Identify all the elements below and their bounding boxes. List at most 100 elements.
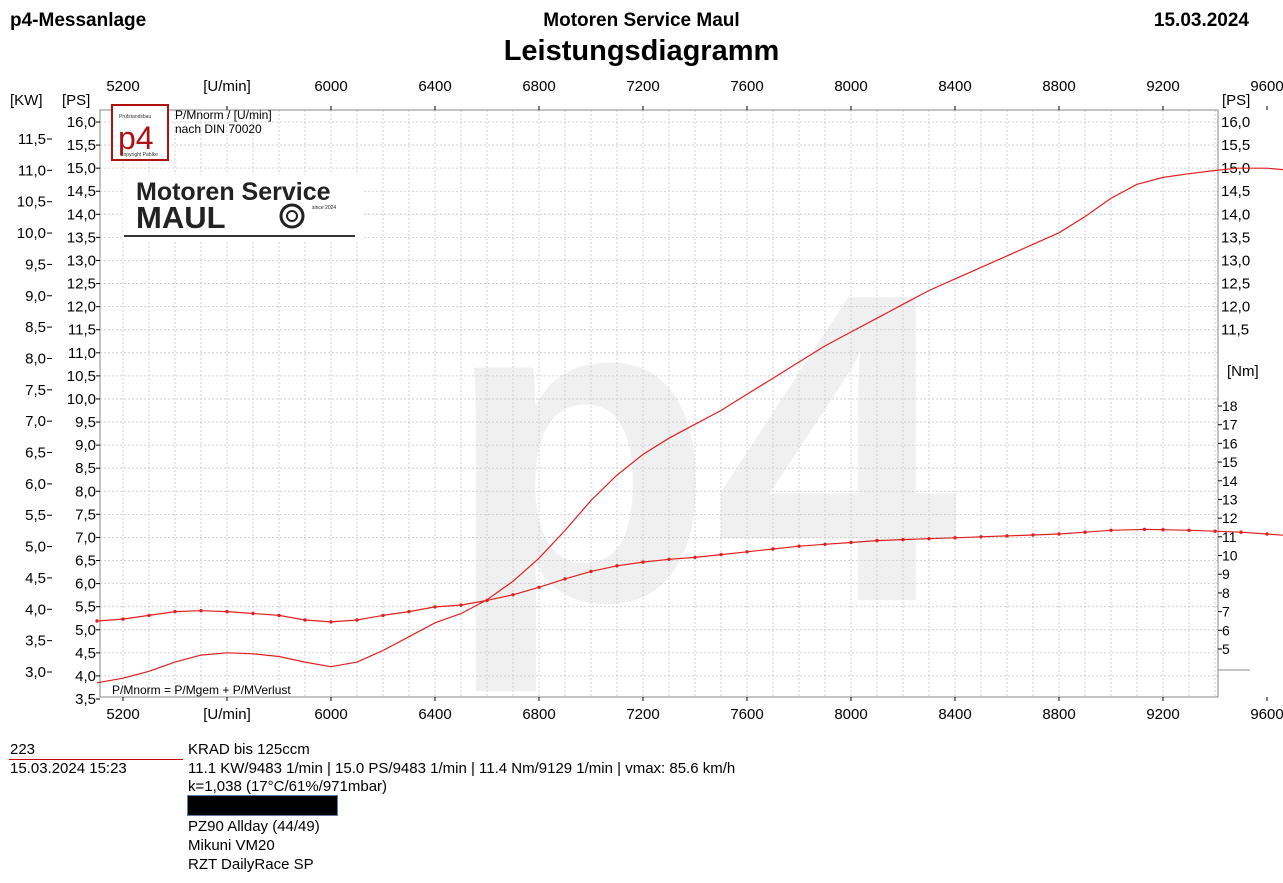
kw-unit-label: [KW]: [10, 92, 43, 109]
torque-point: [381, 613, 385, 618]
torque-point: [485, 598, 489, 603]
ps-tick-label: 4,5: [75, 645, 96, 662]
torque-point: [95, 619, 99, 623]
ps-tick-label: 7,5: [75, 506, 96, 523]
ps-tick-label: 12,0: [67, 299, 96, 316]
torque-point: [849, 540, 853, 545]
nm-tick-label: 12: [1222, 510, 1238, 526]
torque-point: [511, 593, 515, 597]
torque-point: [121, 617, 125, 621]
ps-tick-label: 6,0: [75, 576, 96, 593]
nm-tick-label: 16: [1222, 435, 1238, 451]
x-tick-label-bottom: 6800: [522, 706, 555, 723]
ps-tick-label: 11,0: [68, 345, 96, 362]
x-tick-label-top: 8400: [938, 78, 971, 95]
x-tick-label-top: 9600: [1250, 78, 1283, 95]
ps-tick-label: 15,0: [67, 160, 96, 177]
x-tick-label-bottom: 5200: [106, 706, 139, 723]
nm-tick-label: 5: [1222, 641, 1230, 657]
torque-point: [1187, 528, 1191, 532]
correction-factor: k=1,038 (17°C/61%/971mbar): [188, 778, 388, 795]
torque-point: [719, 552, 723, 557]
legend-note-din: nach DIN 70020: [175, 122, 262, 136]
ps-tick-label: 16,0: [67, 114, 96, 131]
ps-right-tick-label: 15,5: [1221, 137, 1250, 154]
nm-tick-label: 8: [1222, 585, 1230, 601]
torque-point: [407, 609, 411, 614]
ps-tick-label: 5,0: [75, 622, 96, 639]
kw-tick-label: 5,5: [25, 507, 46, 524]
torque-point: [693, 555, 697, 560]
torque-markers: [95, 527, 1269, 624]
torque-point: [641, 560, 645, 564]
kw-tick-label: 11,0: [18, 162, 46, 179]
x-tick-label-top: 7200: [626, 78, 659, 95]
torque-point: [433, 605, 437, 609]
torque-point: [173, 609, 177, 614]
setup-line-2: Mikuni VM20: [188, 837, 275, 854]
torque-point: [771, 547, 775, 551]
nm-tick-label: 10: [1222, 548, 1238, 564]
nm-tick-label: 17: [1222, 417, 1238, 433]
ps-tick-label: 8,0: [75, 483, 96, 500]
redacted-field: [187, 795, 338, 816]
shop-logo: Motoren Service MAUL since 2024: [123, 175, 363, 240]
ps-tick-label: 12,5: [67, 276, 96, 293]
torque-point: [823, 542, 827, 546]
chart-title: Leistungsdiagramm: [503, 35, 780, 67]
nm-tick-label: 13: [1222, 491, 1238, 507]
ps-tick-label: 11,5: [68, 322, 96, 339]
x-tick-label-bottom: 6000: [314, 706, 347, 723]
p4-logo-mark: p4: [118, 120, 154, 156]
x-tick-label-bottom: 9200: [1146, 706, 1179, 723]
kw-tick-label: 9,0: [25, 288, 46, 305]
ps-right-tick-label: 12,0: [1221, 299, 1250, 316]
kw-axis: 3,0 3,5 4,0 4,5 5,0 5,5 6,0 6,5 7,0 7,5 8,0 8,5 9,0 9…: [17, 131, 52, 681]
ps-tick-label: 13,5: [67, 229, 96, 246]
ps-unit-label-right: [PS]: [1222, 92, 1250, 109]
x-tick-label-bottom: 6400: [418, 706, 451, 723]
torque-point: [927, 537, 931, 541]
header-company: Motoren Service Maul: [543, 10, 740, 31]
power-curve: [96, 167, 1283, 684]
torque-point: [355, 618, 359, 622]
setup-line-3: RZT DailyRace SP: [188, 856, 314, 873]
watermark-text: p4: [445, 203, 961, 696]
gear-hub-icon: [286, 210, 298, 222]
kw-tick-label: 7,5: [25, 382, 46, 399]
header-left: p4-Messanlage: [10, 10, 147, 31]
test-number: 223: [10, 741, 36, 758]
ps-tick-label: 9,5: [75, 414, 96, 431]
p4-logo-bottom: copyright Pahlke: [121, 152, 158, 158]
torque-point: [147, 613, 151, 618]
torque-point: [303, 618, 307, 622]
torque-point: [875, 538, 879, 543]
torque-point: [459, 603, 463, 607]
ps-tick-label: 3,5: [75, 691, 96, 708]
torque-point: [1005, 534, 1009, 538]
x-tick-label-bottom: [U/min]: [203, 706, 251, 723]
x-tick-label-top: 6400: [418, 78, 451, 95]
shop-logo-line1: Motoren Service: [136, 178, 331, 206]
kw-tick-label: 6,0: [25, 476, 46, 493]
gear-icon: [279, 203, 305, 229]
nm-tick-label: 18: [1222, 398, 1238, 414]
x-tick-label-bottom: 7600: [730, 706, 763, 723]
test-datetime: 15.03.2024 15:23: [10, 760, 127, 777]
torque-point: [1083, 530, 1087, 534]
x-tick-label-top: 9200: [1146, 78, 1179, 95]
ps-axis-left: 3,5 4,0 4,5 5,0 5,5 6,0 6,5 7,0 7,5 8,0 8,5 9,0 9,5 1…: [67, 114, 100, 708]
kw-tick-label: 11,5: [18, 131, 46, 148]
kw-tick-label: 9,5: [25, 256, 46, 273]
kw-tick-label: 4,0: [25, 601, 46, 618]
formula-note: P/Mnorm = P/Mgem + P/MVerlust: [112, 683, 291, 697]
ps-right-tick-label: 16,0: [1221, 114, 1250, 131]
ps-tick-label: 7,0: [75, 529, 96, 546]
x-tick-label-bottom: 8000: [834, 706, 867, 723]
kw-tick-label: 3,0: [25, 664, 46, 681]
power-torque-chart: p4 5200 [U/min] 6000 6400 6800 7200 7600 8000 84…: [10, 78, 1283, 723]
torque-point: [251, 611, 255, 616]
kw-tick-label: 3,5: [25, 633, 46, 650]
ps-right-tick-label: 14,0: [1221, 206, 1250, 223]
shop-logo-since: since 2024: [312, 205, 336, 211]
